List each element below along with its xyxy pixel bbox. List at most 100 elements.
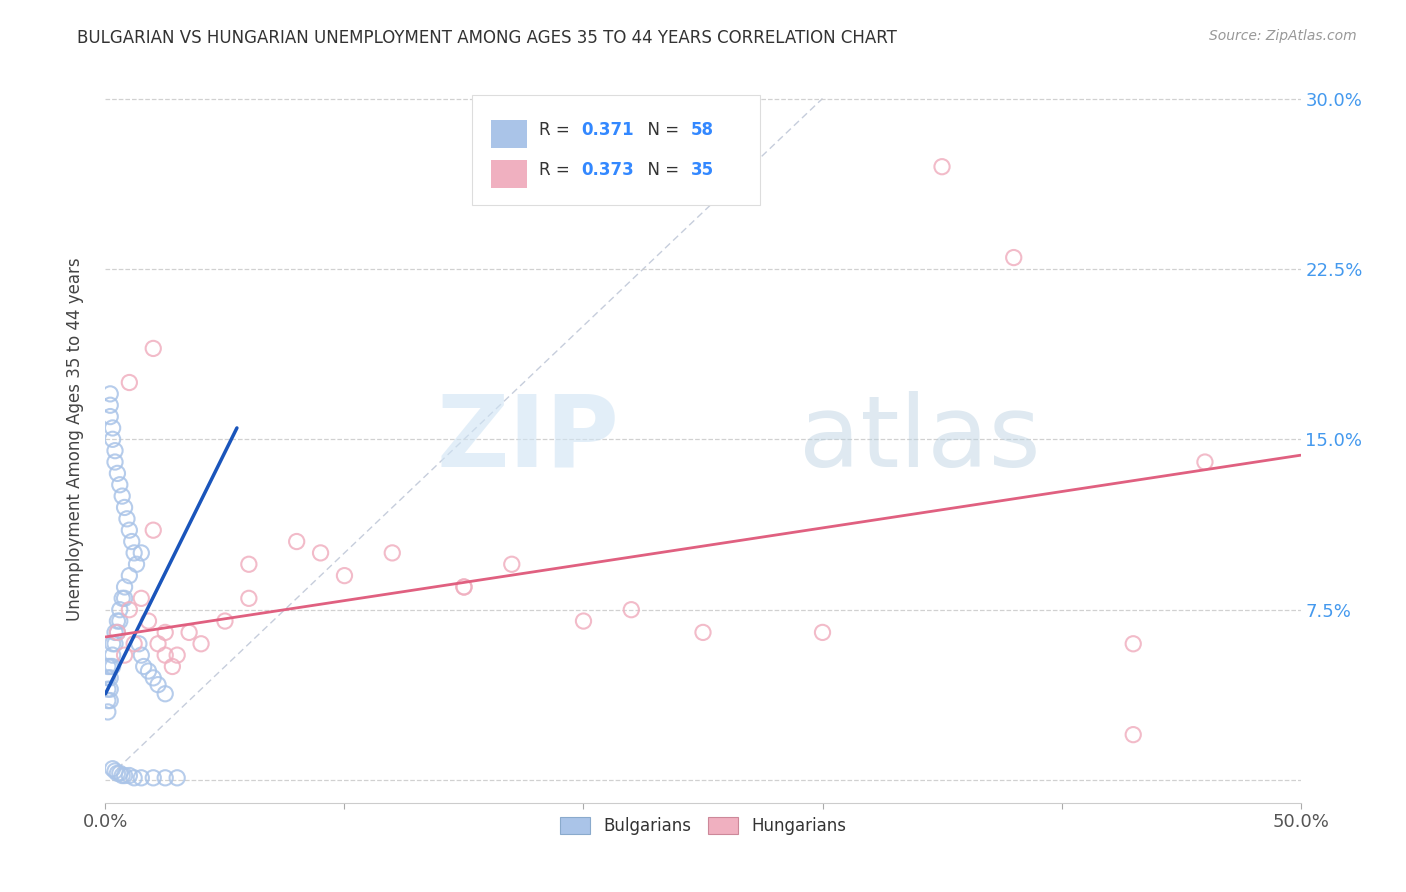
Point [142,671,165,685]
Point [1122,637,1144,651]
Point [238,558,260,572]
Point [98,693,121,707]
Text: BULGARIAN VS HUNGARIAN UNEMPLOYMENT AMONG AGES 35 TO 44 YEARS CORRELATION CHART: BULGARIAN VS HUNGARIAN UNEMPLOYMENT AMON… [77,29,897,46]
Point [118,376,141,390]
Point [138,614,160,628]
Point [107,614,129,628]
Point [108,603,131,617]
Point [142,342,165,356]
Point [98,398,121,412]
Point [309,546,332,560]
Point [101,659,124,673]
Point [214,614,236,628]
Point [129,771,153,785]
Point [97,682,120,697]
Point [98,409,121,424]
Text: atlas: atlas [799,391,1040,488]
Point [177,625,201,640]
Text: 35: 35 [692,161,714,179]
Point [931,160,953,174]
Text: N =: N = [637,161,685,179]
Point [238,591,260,606]
Point [101,432,124,446]
Point [104,764,127,778]
Point [333,568,356,582]
Point [692,625,714,640]
Point [381,546,404,560]
Point [108,477,131,491]
Point [129,591,153,606]
Point [118,768,141,782]
Point [118,523,141,537]
Text: 58: 58 [692,121,714,139]
Point [101,637,124,651]
Point [108,766,131,780]
Point [153,687,177,701]
Point [97,705,120,719]
Point [811,625,834,640]
Point [107,467,129,481]
Point [98,671,121,685]
Point [1122,728,1144,742]
Point [115,512,138,526]
Point [104,455,127,469]
Text: ZIP: ZIP [436,391,619,488]
Text: R =: R = [540,161,575,179]
Point [98,387,121,401]
Point [129,546,153,560]
Point [101,762,124,776]
Point [114,580,136,594]
Point [285,534,308,549]
Point [125,558,148,572]
Point [153,771,177,785]
Point [97,659,120,673]
Point [111,768,134,782]
Point [190,637,212,651]
Point [146,637,169,651]
Point [104,443,127,458]
Point [162,659,184,673]
Point [107,625,129,640]
Point [104,625,127,640]
Point [620,603,643,617]
Point [122,771,145,785]
Point [107,766,129,780]
Point [97,671,120,685]
FancyBboxPatch shape [492,161,527,188]
Legend: Bulgarians, Hungarians: Bulgarians, Hungarians [553,810,853,842]
Point [101,421,124,435]
Point [118,603,141,617]
Point [122,546,145,560]
Point [142,771,165,785]
Text: N =: N = [637,121,685,139]
Text: 0.371: 0.371 [581,121,634,139]
Point [114,500,136,515]
Point [166,648,188,662]
Point [128,637,150,651]
Point [114,591,136,606]
Point [111,591,134,606]
Point [104,637,127,651]
Point [572,614,595,628]
Point [129,648,153,662]
Point [122,637,145,651]
Point [108,614,131,628]
Point [166,771,188,785]
FancyBboxPatch shape [472,95,761,205]
Point [142,523,165,537]
Point [1002,251,1025,265]
Point [98,682,121,697]
Point [121,534,143,549]
Point [501,558,523,572]
Point [98,659,121,673]
Point [453,580,475,594]
Text: R =: R = [540,121,575,139]
Text: 0.373: 0.373 [581,161,634,179]
Point [114,648,136,662]
Point [153,648,177,662]
Point [132,659,155,673]
Point [114,768,136,782]
Point [146,678,169,692]
Point [153,625,177,640]
FancyBboxPatch shape [492,120,527,148]
